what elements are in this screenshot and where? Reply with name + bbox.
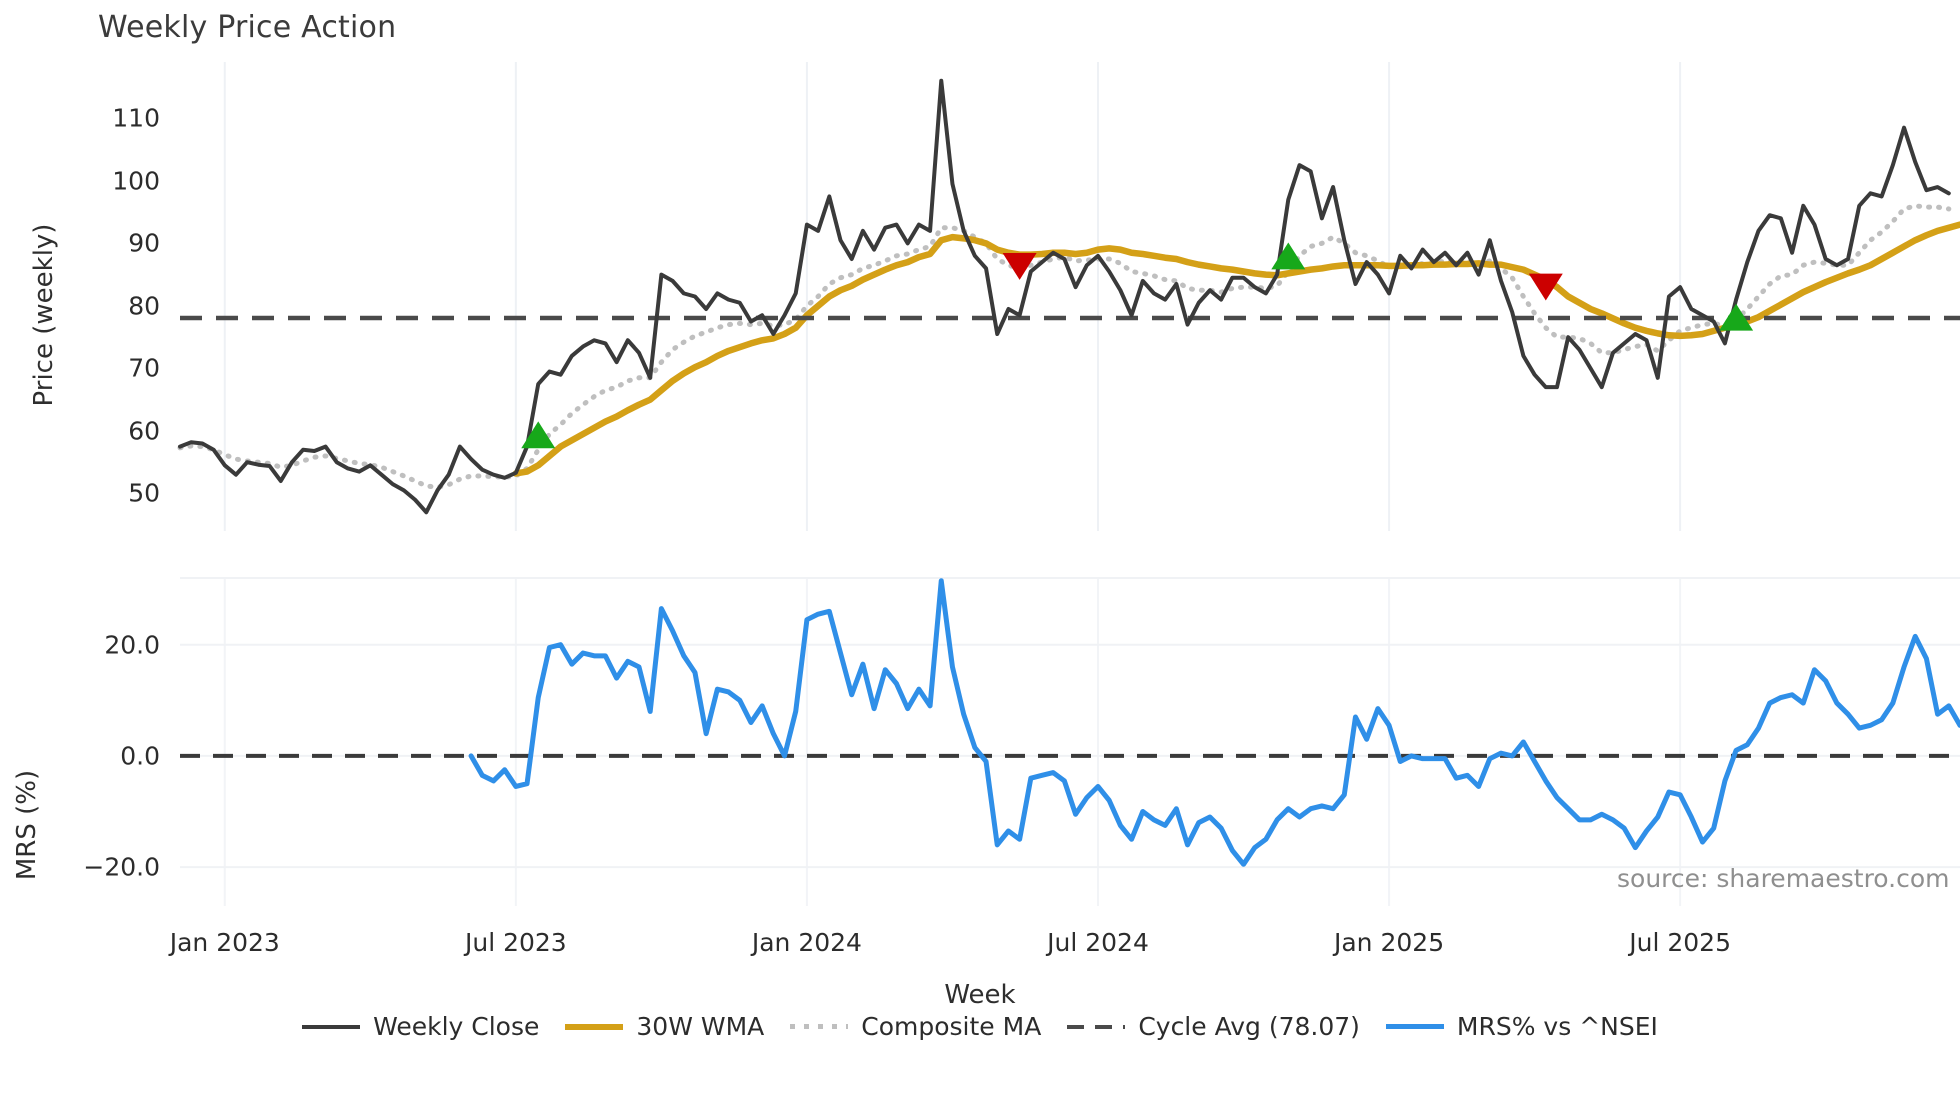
legend-item[interactable]: 30W WMA (565, 1012, 764, 1041)
mrs-y-tick: 20.0 (104, 630, 160, 660)
legend-label: MRS% vs ^NSEI (1456, 1012, 1658, 1041)
price-y-tick: 60 (128, 416, 160, 446)
mrs-axis-label: MRS (%) (12, 769, 42, 881)
sell-marker[interactable] (1002, 252, 1037, 280)
x-axis-label: Week (944, 980, 1016, 1010)
mrs-line (468, 578, 1960, 867)
price-y-tick: 100 (112, 166, 160, 196)
x-tick: Jul 2025 (1629, 928, 1731, 957)
wma-line (512, 221, 1960, 477)
price-y-tick: 80 (128, 291, 160, 321)
buy-marker[interactable] (521, 421, 556, 449)
weekly-close-line (178, 78, 1951, 515)
x-tick: Jan 2024 (751, 928, 862, 957)
price-y-tick: 90 (128, 228, 160, 258)
chart-legend: Weekly Close 30W WMA Composite MA Cycle Avg… (0, 1012, 1960, 1041)
legend-item[interactable]: Cycle Avg (78.07) (1067, 1012, 1360, 1041)
legend-label: 30W WMA (636, 1012, 765, 1041)
x-tick: Jul 2023 (464, 928, 567, 957)
legend-item[interactable]: Composite MA (790, 1012, 1041, 1041)
buy-marker[interactable] (1271, 242, 1306, 270)
composite-ma-line (177, 203, 1952, 490)
price-y-tick: 110 (112, 103, 160, 133)
mrs-y-tick: −20.0 (83, 852, 160, 882)
price-y-tick: 50 (128, 478, 160, 508)
price-axis-label: Price (weekly) (29, 223, 59, 407)
legend-item[interactable]: Weekly Close (302, 1012, 539, 1041)
legend-label: Cycle Avg (78.07) (1138, 1012, 1360, 1041)
page-title: Weekly Price Action (98, 10, 397, 45)
x-tick: Jul 2024 (1047, 928, 1149, 957)
x-tick: Jan 2023 (169, 928, 280, 957)
legend-label: Composite MA (861, 1012, 1042, 1041)
legend-item[interactable]: MRS% vs ^NSEI (1385, 1012, 1658, 1041)
legend-label: Weekly Close (373, 1012, 540, 1041)
sell-marker[interactable] (1528, 273, 1563, 301)
mrs-y-tick: 0.0 (120, 741, 160, 771)
source-watermark: source: sharemaestro.com (1617, 864, 1950, 893)
buy-marker[interactable] (1719, 303, 1754, 331)
price-y-tick: 70 (128, 353, 160, 383)
x-tick: Jan 2025 (1333, 928, 1445, 957)
